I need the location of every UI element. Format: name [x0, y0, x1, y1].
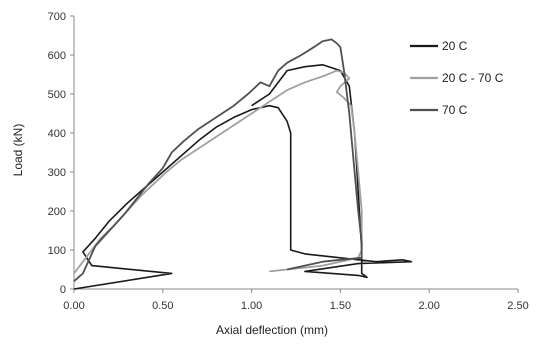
chart-axes: [73, 16, 518, 290]
legend-label-2: 20 C - 70 C: [442, 71, 504, 85]
y-axis-label: Load (kN): [11, 124, 25, 177]
y-tick-label: 400: [48, 128, 66, 140]
x-axis-label: Axial deflection (mm): [216, 323, 328, 337]
legend-label-3: 70 C: [442, 103, 468, 117]
chart-series: [73, 38, 413, 290]
y-tick-label: 0: [60, 284, 66, 296]
series-line-2: [73, 69, 363, 274]
x-tick-label: 0.50: [152, 300, 173, 312]
series-line-3: [73, 38, 363, 282]
y-tick-label: 500: [48, 89, 66, 101]
y-tick-label: 700: [48, 11, 66, 23]
x-tick-label: 2.50: [507, 300, 528, 312]
x-tick-label: 1.50: [330, 300, 351, 312]
y-tick-label: 100: [48, 245, 66, 257]
chart-ticks: 0 100 200 300 400 500 600 700 0.00 0.50 1.00 1.50 2.…: [48, 11, 529, 312]
legend-label-1: 20 C: [442, 39, 468, 53]
y-tick-label: 200: [48, 206, 66, 218]
x-tick-label: 1.00: [241, 300, 262, 312]
chart-legend: 20 C 20 C - 70 C 70 C: [410, 39, 504, 117]
y-tick-label: 600: [48, 50, 66, 62]
x-tick-label: 2.00: [418, 300, 439, 312]
y-tick-label: 300: [48, 167, 66, 179]
x-tick-label: 0.00: [63, 300, 84, 312]
